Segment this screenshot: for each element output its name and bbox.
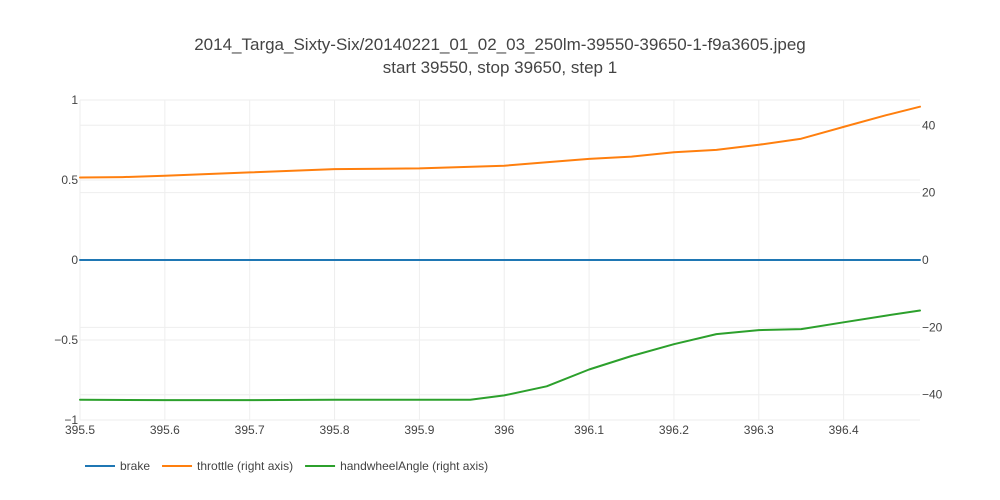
legend-item-brake[interactable]: brake: [85, 459, 150, 473]
legend-label: handwheelAngle (right axis): [340, 459, 488, 473]
x-tick-label: 395.8: [320, 423, 350, 437]
series-line-handwheelangle: [79, 309, 921, 402]
legend-label: brake: [120, 459, 150, 473]
y-left-tick-label: −1: [64, 413, 78, 427]
y-right-tick-label: −40: [922, 388, 943, 402]
x-tick-label: 396.3: [744, 423, 774, 437]
x-tick-label: 396.2: [659, 423, 689, 437]
x-tick-label: 396: [494, 423, 514, 437]
y-right-tick-label: −20: [922, 320, 943, 334]
x-axis-ticks: 395.5 395.6 395.7 395.8 395.9 396 396.1 396.2 39…: [65, 423, 859, 437]
y-right-tick-label: 20: [922, 186, 936, 200]
x-tick-label: 395.7: [235, 423, 265, 437]
chart-subtitle: start 39550, stop 39650, step 1: [383, 58, 617, 77]
legend-item-throttle[interactable]: throttle (right axis): [162, 459, 293, 473]
y-left-tick-label: 0: [71, 253, 78, 267]
chart-title: 2014_Targa_Sixty-Six/20140221_01_02_03_2…: [194, 35, 806, 54]
x-tick-label: 396.1: [574, 423, 604, 437]
series-layer: [79, 105, 921, 402]
x-tick-label: 395.6: [150, 423, 180, 437]
y-right-tick-label: 0: [922, 253, 929, 267]
x-tick-label: 395.5: [65, 423, 95, 437]
y-left-tick-label: 0.5: [61, 173, 78, 187]
legend: brake throttle (right axis) handwheelAngle…: [85, 459, 488, 473]
y-right-tick-label: 40: [922, 118, 936, 132]
legend-item-handwheelangle[interactable]: handwheelAngle (right axis): [305, 459, 488, 473]
y-left-axis-ticks: 1 0.5 0 −0.5 −1: [54, 93, 78, 427]
y-left-tick-label: −0.5: [54, 333, 78, 347]
legend-label: throttle (right axis): [197, 459, 293, 473]
y-left-tick-label: 1: [71, 93, 78, 107]
y-right-axis-ticks: 40 20 0 −20 −40: [922, 118, 943, 401]
x-tick-label: 395.9: [404, 423, 434, 437]
series-line-throttle: [79, 105, 921, 179]
x-tick-label: 396.4: [829, 423, 859, 437]
